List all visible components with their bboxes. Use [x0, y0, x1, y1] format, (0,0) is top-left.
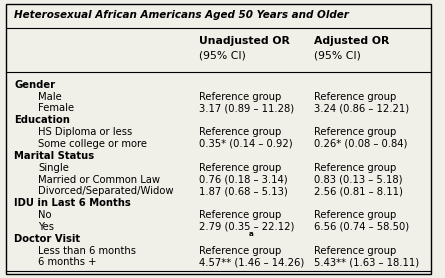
- Text: Male: Male: [38, 92, 62, 102]
- Text: 4.57** (1.46 – 14.26): 4.57** (1.46 – 14.26): [199, 257, 304, 267]
- Text: 0.26* (0.08 – 0.84): 0.26* (0.08 – 0.84): [314, 139, 407, 149]
- Text: 0.83 (0.13 – 5.18): 0.83 (0.13 – 5.18): [314, 175, 402, 185]
- Text: Less than 6 months: Less than 6 months: [38, 245, 136, 255]
- Text: HS Diploma or less: HS Diploma or less: [38, 127, 133, 137]
- Text: Reference group: Reference group: [199, 210, 281, 220]
- Text: Unadjusted OR: Unadjusted OR: [199, 36, 290, 46]
- Text: 0.35* (0.14 – 0.92): 0.35* (0.14 – 0.92): [199, 139, 292, 149]
- Text: 5.43** (1.63 – 18.11): 5.43** (1.63 – 18.11): [314, 257, 419, 267]
- Text: Marital Status: Marital Status: [14, 151, 94, 161]
- Text: 0.76 (0.18 – 3.14): 0.76 (0.18 – 3.14): [199, 175, 287, 185]
- FancyBboxPatch shape: [6, 4, 431, 274]
- Text: (95% CI): (95% CI): [314, 50, 360, 60]
- Text: Single: Single: [38, 163, 69, 173]
- Text: Gender: Gender: [14, 80, 56, 90]
- Text: Reference group: Reference group: [314, 210, 396, 220]
- Text: (95% CI): (95% CI): [199, 50, 246, 60]
- Text: 6 months +: 6 months +: [38, 257, 97, 267]
- Text: 6.56 (0.74 – 58.50): 6.56 (0.74 – 58.50): [314, 222, 409, 232]
- Text: Married or Common Law: Married or Common Law: [38, 175, 160, 185]
- Text: Heterosexual African Americans Aged 50 Years and Older: Heterosexual African Americans Aged 50 Y…: [14, 10, 349, 20]
- Text: Some college or more: Some college or more: [38, 139, 147, 149]
- Text: Female: Female: [38, 103, 74, 113]
- Text: Doctor Visit: Doctor Visit: [14, 234, 81, 244]
- Text: 3.17 (0.89 – 11.28): 3.17 (0.89 – 11.28): [199, 103, 294, 113]
- Text: Divorced/Separated/Widow: Divorced/Separated/Widow: [38, 186, 174, 196]
- Text: Yes: Yes: [38, 222, 54, 232]
- Text: 2.79 (0.35 – 22.12): 2.79 (0.35 – 22.12): [199, 222, 294, 232]
- Text: 2.56 (0.81 – 8.11): 2.56 (0.81 – 8.11): [314, 186, 402, 196]
- Text: Reference group: Reference group: [199, 163, 281, 173]
- Text: Reference group: Reference group: [314, 92, 396, 102]
- Text: IDU in Last 6 Months: IDU in Last 6 Months: [14, 198, 131, 208]
- Text: a: a: [249, 232, 254, 237]
- Text: Reference group: Reference group: [199, 92, 281, 102]
- Text: Reference group: Reference group: [199, 127, 281, 137]
- Text: Reference group: Reference group: [314, 163, 396, 173]
- Text: Education: Education: [14, 115, 70, 125]
- Text: Reference group: Reference group: [199, 245, 281, 255]
- Text: Reference group: Reference group: [314, 245, 396, 255]
- Text: Adjusted OR: Adjusted OR: [314, 36, 389, 46]
- Text: No: No: [38, 210, 52, 220]
- Text: 3.24 (0.86 – 12.21): 3.24 (0.86 – 12.21): [314, 103, 409, 113]
- Text: Reference group: Reference group: [314, 127, 396, 137]
- Text: 1.87 (0.68 – 5.13): 1.87 (0.68 – 5.13): [199, 186, 287, 196]
